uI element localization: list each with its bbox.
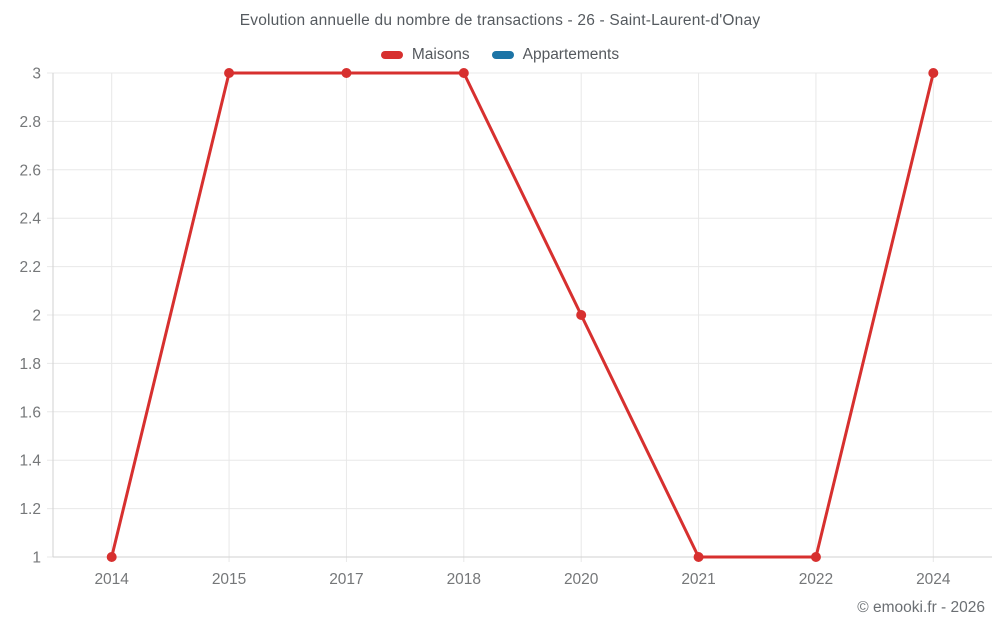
chart-title: Evolution annuelle du nombre de transact… xyxy=(239,12,761,29)
svg-text:2014: 2014 xyxy=(94,571,129,588)
svg-text:2: 2 xyxy=(32,308,41,325)
legend-item-appartements[interactable]: Appartements xyxy=(491,46,620,64)
svg-text:2.4: 2.4 xyxy=(19,211,41,228)
svg-text:2022: 2022 xyxy=(799,571,833,588)
appartements-color-swatch xyxy=(491,51,514,59)
svg-text:1: 1 xyxy=(32,550,41,567)
copyright-footer: © emooki.fr - 2026 xyxy=(857,599,985,616)
legend-label-maisons: Maisons xyxy=(411,46,470,63)
maisons-color-swatch xyxy=(380,51,403,59)
svg-text:1.4: 1.4 xyxy=(19,453,41,470)
svg-text:1.2: 1.2 xyxy=(19,501,41,518)
svg-text:2.6: 2.6 xyxy=(19,162,41,179)
svg-text:2024: 2024 xyxy=(916,571,951,588)
svg-text:3: 3 xyxy=(32,66,41,83)
legend-label-appartements: Appartements xyxy=(522,46,620,63)
svg-text:2017: 2017 xyxy=(329,571,363,588)
svg-text:2021: 2021 xyxy=(681,571,715,588)
svg-text:1.6: 1.6 xyxy=(19,404,41,421)
svg-text:2015: 2015 xyxy=(212,571,246,588)
svg-text:2020: 2020 xyxy=(564,571,599,588)
svg-text:2.2: 2.2 xyxy=(19,259,41,276)
legend-item-maisons[interactable]: Maisons xyxy=(380,46,470,64)
svg-text:2.8: 2.8 xyxy=(19,114,41,131)
svg-text:2018: 2018 xyxy=(447,571,481,588)
chart-legend: Maisons Appartements xyxy=(0,46,1000,64)
svg-text:1.8: 1.8 xyxy=(19,356,41,373)
